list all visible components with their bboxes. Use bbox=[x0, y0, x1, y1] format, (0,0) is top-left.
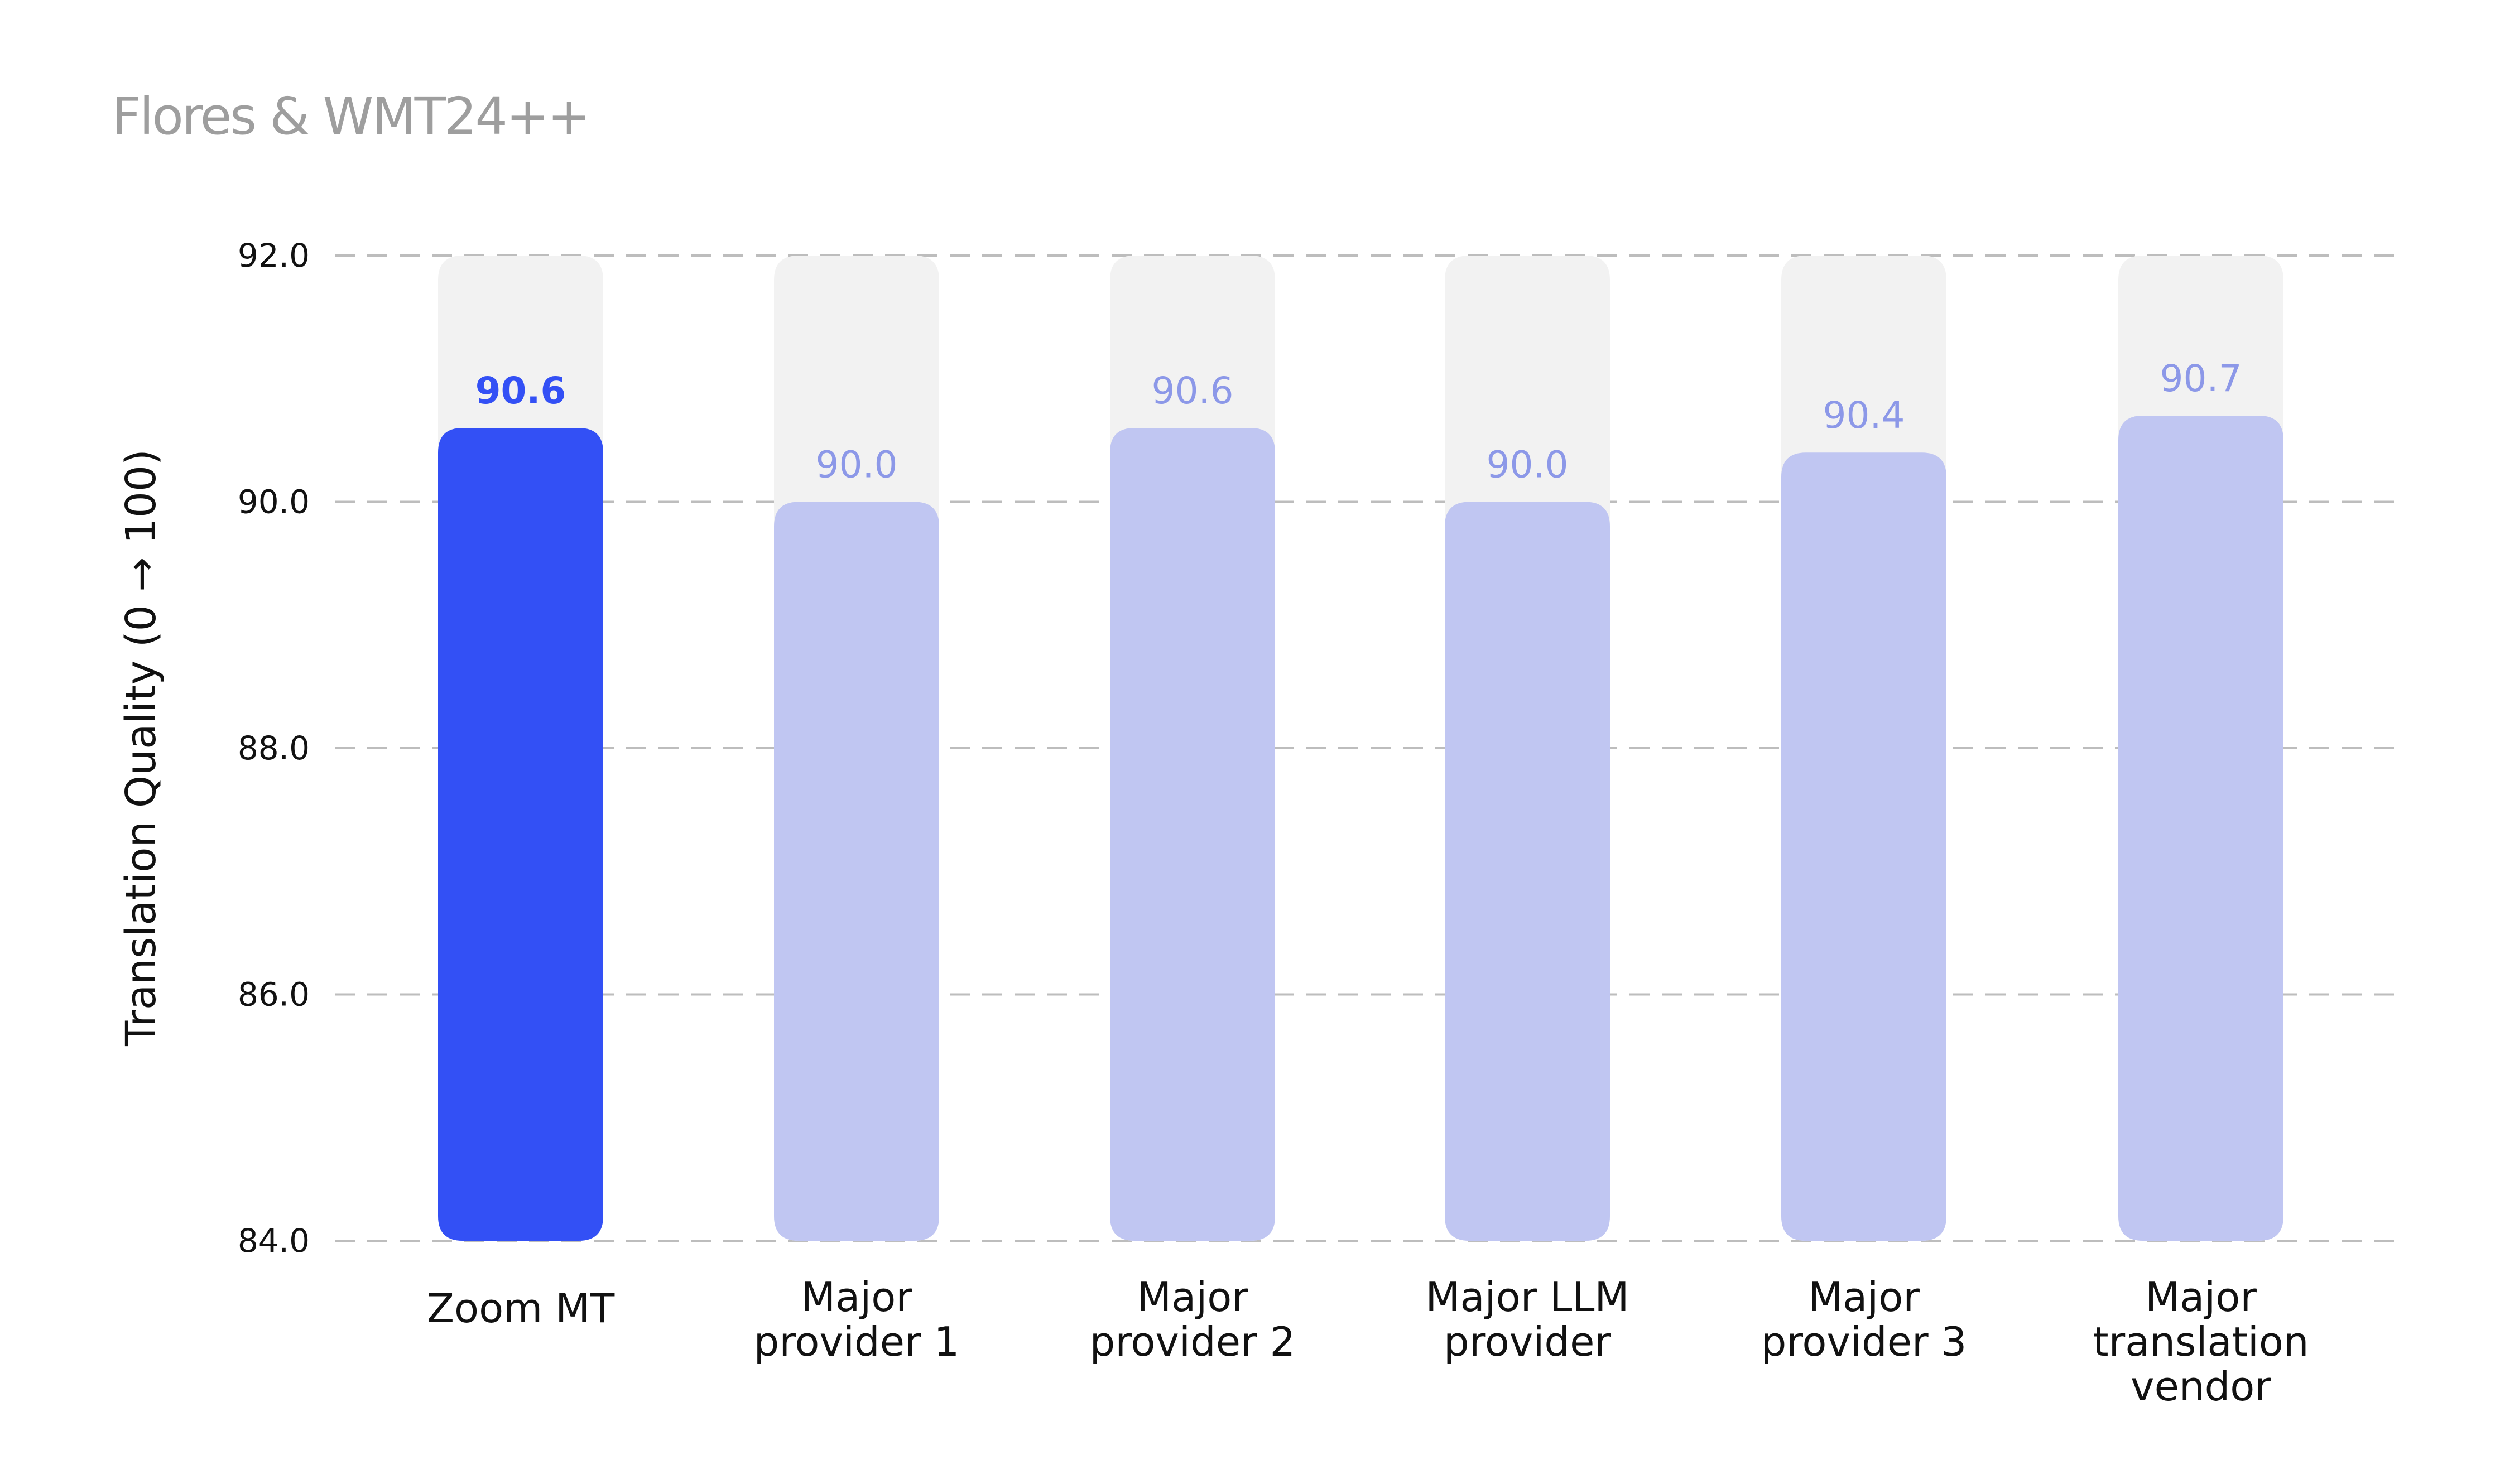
category-label: Major LLM provider bbox=[1425, 1274, 1629, 1365]
y-tick-label: 86.0 bbox=[238, 976, 310, 1014]
bar bbox=[774, 502, 939, 1241]
y-tick-label: 84.0 bbox=[238, 1222, 310, 1260]
y-tick-label: 90.0 bbox=[238, 483, 310, 521]
category-label: Major translation vendor bbox=[2093, 1274, 2309, 1410]
bars bbox=[438, 256, 2283, 1241]
bar bbox=[1445, 502, 1610, 1241]
value-label: 90.7 bbox=[2160, 357, 2242, 400]
y-axis-label: Translation Quality (0 → 100) bbox=[117, 449, 165, 1047]
gridlines bbox=[335, 254, 2394, 1242]
category-labels: Zoom MT Major provider 1 Major provider 2 Maj… bbox=[427, 1274, 2309, 1410]
value-label: 90.0 bbox=[1487, 444, 1569, 486]
category-label: Zoom MT bbox=[427, 1285, 616, 1332]
chart-title: Flores & WMT24++ bbox=[112, 86, 589, 146]
y-axis-ticks: 92.0 90.0 88.0 86.0 84.0 bbox=[238, 237, 310, 1260]
value-label: 90.0 bbox=[816, 444, 898, 486]
value-label: 90.6 bbox=[1152, 369, 1234, 412]
category-label: Major provider 2 bbox=[1090, 1274, 1296, 1365]
category-label: Major provider 3 bbox=[1761, 1274, 1967, 1365]
bar bbox=[1110, 428, 1275, 1241]
bar bbox=[1781, 452, 1946, 1241]
value-labels: 90.6 90.0 90.6 90.0 90.4 90.7 bbox=[475, 357, 2242, 486]
category-label: Major provider 1 bbox=[754, 1274, 960, 1365]
y-tick-label: 88.0 bbox=[238, 729, 310, 767]
bar bbox=[438, 428, 603, 1241]
y-tick-label: 92.0 bbox=[238, 237, 310, 274]
bar bbox=[2118, 415, 2283, 1241]
value-label: 90.6 bbox=[475, 369, 566, 412]
value-label: 90.4 bbox=[1823, 394, 1905, 437]
